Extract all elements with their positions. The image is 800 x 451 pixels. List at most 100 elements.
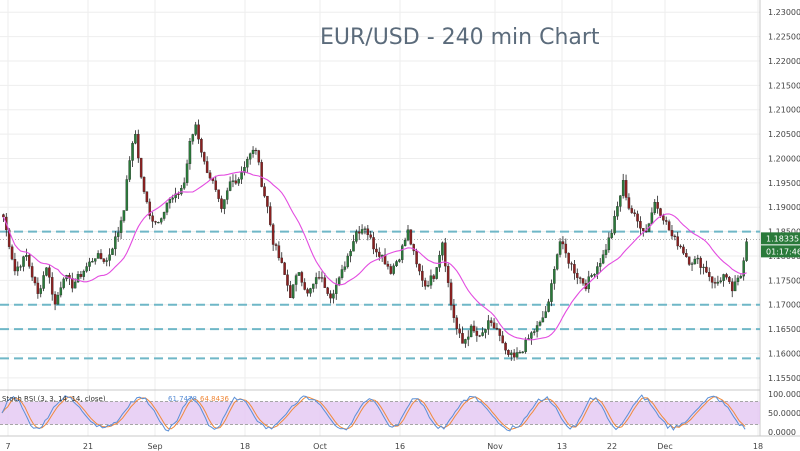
candle-body	[2, 214, 5, 218]
candle-body	[73, 281, 77, 289]
candle-body	[228, 181, 232, 191]
candle-body	[653, 202, 657, 213]
candle-body	[696, 257, 700, 260]
oscillator-d-line	[1, 396, 746, 431]
x-tick-label: Sep	[147, 442, 162, 451]
candle-body	[544, 311, 547, 318]
candle-body	[257, 150, 261, 163]
candle-body	[421, 270, 424, 281]
candle-body	[205, 161, 209, 173]
candle-body	[372, 237, 375, 250]
candle-body	[48, 267, 51, 278]
candle-body	[607, 237, 611, 251]
candle-body	[581, 278, 585, 284]
price-badges: 1.18335 01:17:46	[761, 232, 800, 258]
candle-body	[441, 242, 444, 256]
candle-body	[699, 257, 702, 268]
candle-body	[343, 266, 347, 270]
candle-body	[432, 275, 436, 279]
candle-body	[33, 276, 37, 284]
candle-body	[713, 282, 717, 284]
candle-body	[280, 257, 283, 263]
candle-body	[108, 254, 111, 261]
candle-body	[682, 246, 685, 254]
candle-body	[495, 327, 499, 330]
candle-body	[137, 134, 140, 159]
candle-body	[742, 260, 745, 277]
candle-body	[446, 265, 450, 283]
last-price-label: 1.18335	[766, 234, 799, 243]
candle-body	[590, 275, 593, 277]
candle-body	[561, 241, 565, 245]
candle-body	[254, 149, 258, 152]
candle-body	[131, 143, 134, 161]
candle-body	[162, 212, 166, 219]
candle-body	[679, 245, 682, 248]
candle-body	[736, 277, 740, 282]
candle-body	[99, 253, 103, 259]
candle-body	[558, 241, 562, 255]
candle-body	[444, 242, 447, 267]
x-tick-label: 18	[240, 442, 250, 451]
candle-body	[119, 220, 123, 233]
candle-body	[223, 199, 226, 209]
candle-body	[271, 224, 275, 245]
y-tick-label: 1.23000	[768, 8, 800, 17]
x-tick-label: 21	[83, 442, 93, 451]
candle-body	[263, 186, 266, 197]
candle-body	[475, 330, 479, 336]
x-tick-label: 7	[5, 442, 10, 451]
candle-body	[312, 283, 315, 289]
y-tick-label: 1.19000	[768, 203, 800, 212]
candle-body	[96, 253, 100, 259]
candle-body	[260, 162, 263, 187]
candle-body	[733, 281, 737, 292]
candle-body	[510, 352, 513, 355]
candle-body	[320, 277, 324, 279]
candle-body	[472, 325, 476, 332]
candle-body	[484, 329, 487, 333]
candle-body	[604, 249, 608, 255]
y-tick-label: 1.22500	[768, 33, 800, 42]
candle-body	[690, 263, 694, 265]
candle-body	[670, 230, 674, 237]
oscillator-pane: Stoch RSI (3, 3, 14, 14, close) 61.7478 64…	[0, 390, 800, 437]
candle-body	[716, 281, 720, 284]
y-tick-label: 1.21500	[768, 81, 800, 90]
candle-body	[392, 265, 395, 274]
candle-body	[487, 320, 490, 330]
y-tick-label: 1.19500	[768, 179, 800, 188]
candle-body	[530, 332, 533, 339]
candle-body	[234, 180, 238, 184]
y-tick-label: 1.16000	[768, 349, 800, 358]
y-tick-label: 1.20500	[768, 130, 800, 139]
candle-body	[501, 335, 504, 344]
candle-body	[125, 179, 129, 211]
candle-body	[76, 274, 80, 283]
candle-body	[134, 134, 137, 144]
candle-body	[616, 206, 619, 217]
candle-body	[243, 167, 246, 173]
candle-body	[337, 277, 341, 286]
candle-body	[283, 262, 286, 275]
candle-body	[386, 263, 390, 267]
candle-body	[547, 301, 550, 312]
candle-body	[619, 195, 622, 207]
candle-body	[401, 245, 404, 260]
candle-body	[194, 124, 197, 135]
candle-body	[627, 197, 631, 209]
candle-body	[165, 202, 169, 213]
candle-body	[148, 201, 152, 216]
candle-body	[389, 266, 393, 274]
candle-body	[573, 264, 576, 274]
candle-body	[16, 266, 20, 272]
candle-body	[240, 172, 243, 180]
candle-body	[598, 263, 602, 267]
candle-body	[630, 208, 634, 213]
candle-body	[246, 159, 249, 168]
candle-body	[349, 251, 352, 257]
chart-title: EUR/USD - 240 min Chart	[320, 25, 600, 50]
candle-body	[340, 269, 344, 278]
candle-body	[739, 275, 743, 279]
candle-body	[142, 176, 146, 192]
